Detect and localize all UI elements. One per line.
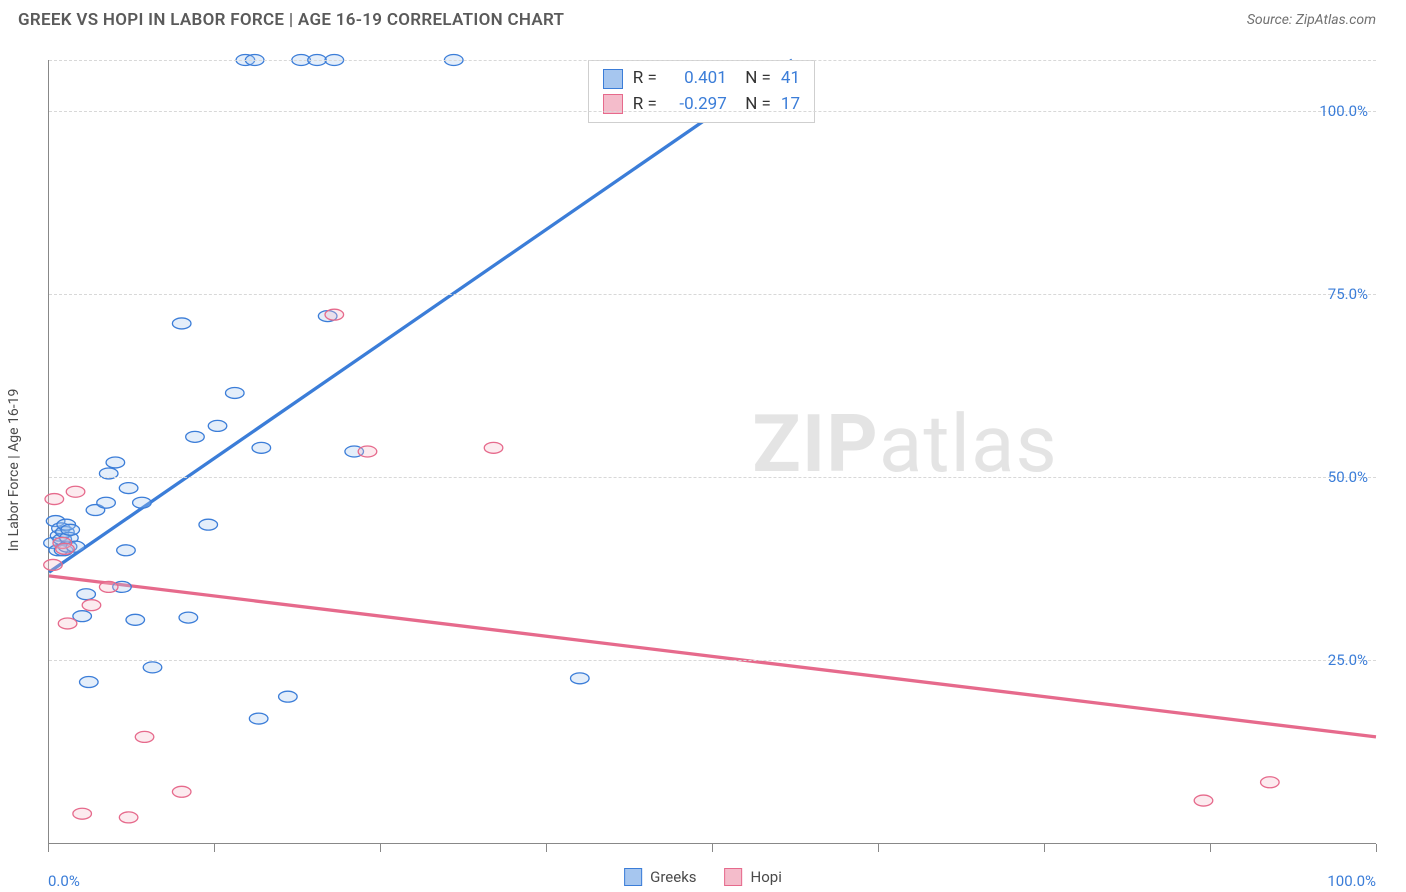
y-axis-label: In Labor Force | Age 16-19 bbox=[6, 389, 22, 552]
point-greeks bbox=[143, 662, 162, 673]
point-hopi bbox=[66, 486, 85, 497]
stats-r-label: R = bbox=[633, 92, 657, 118]
chart-title: GREEK VS HOPI IN LABOR FORCE | AGE 16-19… bbox=[18, 10, 564, 30]
legend-item-greeks: Greeks bbox=[624, 868, 696, 886]
y-tick-label: 75.0% bbox=[1328, 285, 1368, 303]
point-hopi bbox=[119, 812, 138, 823]
point-greeks bbox=[133, 497, 152, 508]
stats-n-label: N = bbox=[737, 66, 771, 92]
point-hopi bbox=[135, 731, 154, 742]
point-hopi bbox=[82, 600, 101, 611]
point-hopi bbox=[58, 618, 77, 629]
legend-item-hopi: Hopi bbox=[725, 868, 782, 886]
point-greeks bbox=[186, 431, 205, 442]
point-hopi bbox=[56, 543, 75, 554]
point-hopi bbox=[358, 446, 377, 457]
stats-r-value: -0.297 bbox=[667, 92, 727, 118]
point-hopi bbox=[1261, 777, 1280, 788]
y-tick-label: 50.0% bbox=[1328, 468, 1368, 486]
point-greeks bbox=[172, 318, 191, 329]
legend: Greeks Hopi bbox=[624, 868, 782, 886]
y-tick-label: 25.0% bbox=[1328, 651, 1368, 669]
stats-row-hopi: R = -0.297 N = 17 bbox=[603, 92, 800, 118]
point-greeks bbox=[126, 614, 145, 625]
gridline-h bbox=[49, 111, 1376, 112]
point-greeks bbox=[97, 497, 116, 508]
point-greeks bbox=[106, 457, 125, 468]
point-greeks bbox=[117, 545, 136, 556]
point-greeks bbox=[252, 442, 271, 453]
gridline-h bbox=[49, 294, 1376, 295]
stats-n-label: N = bbox=[737, 92, 771, 118]
point-greeks bbox=[208, 420, 227, 431]
point-greeks bbox=[77, 589, 96, 600]
correlation-stats-box: R = 0.401 N = 41 R = -0.297 N = 17 bbox=[588, 60, 815, 123]
stats-r-value: 0.401 bbox=[667, 66, 727, 92]
plot-area: ZIPatlas R = 0.401 N = 41 R = -0.297 N =… bbox=[48, 60, 1376, 844]
stats-n-value: 41 bbox=[781, 66, 800, 92]
trend-line-greeks bbox=[49, 60, 792, 572]
point-hopi bbox=[325, 309, 344, 320]
gridline-h bbox=[49, 660, 1376, 661]
point-greeks bbox=[80, 677, 99, 688]
chart-container: In Labor Force | Age 16-19 ZIPatlas R = … bbox=[0, 48, 1406, 892]
x-tick bbox=[546, 844, 547, 852]
legend-swatch bbox=[624, 868, 642, 886]
point-greeks bbox=[225, 387, 244, 398]
point-greeks bbox=[61, 524, 80, 535]
x-tick bbox=[214, 844, 215, 852]
point-hopi bbox=[44, 559, 63, 570]
y-tick-label: 100.0% bbox=[1319, 102, 1368, 120]
point-hopi bbox=[484, 442, 503, 453]
point-hopi bbox=[1194, 795, 1213, 806]
x-tick bbox=[1376, 844, 1377, 852]
stats-row-greeks: R = 0.401 N = 41 bbox=[603, 66, 800, 92]
point-hopi bbox=[73, 808, 92, 819]
x-tick-label: 0.0% bbox=[48, 872, 80, 890]
stats-r-label: R = bbox=[633, 66, 657, 92]
source-name: ZipAtlas.com bbox=[1296, 12, 1376, 28]
plot-svg bbox=[49, 60, 1376, 843]
point-greeks bbox=[279, 691, 298, 702]
point-hopi bbox=[99, 581, 118, 592]
x-tick bbox=[1044, 844, 1045, 852]
x-tick bbox=[48, 844, 49, 852]
point-hopi bbox=[45, 494, 64, 505]
x-tick bbox=[712, 844, 713, 852]
point-hopi bbox=[172, 786, 191, 797]
source-prefix: Source: bbox=[1247, 12, 1296, 28]
point-greeks bbox=[571, 673, 590, 684]
stats-n-value: 17 bbox=[781, 92, 800, 118]
gridline-h bbox=[49, 60, 1376, 61]
point-greeks bbox=[179, 612, 198, 623]
legend-swatch bbox=[725, 868, 743, 886]
legend-label: Hopi bbox=[751, 868, 782, 886]
x-tick bbox=[1210, 844, 1211, 852]
point-greeks bbox=[199, 519, 218, 530]
x-tick-label: 100.0% bbox=[1327, 872, 1376, 890]
stats-swatch bbox=[603, 69, 623, 89]
trend-line-hopi bbox=[49, 576, 1376, 737]
x-tick bbox=[878, 844, 879, 852]
x-tick bbox=[380, 844, 381, 852]
gridline-h bbox=[49, 477, 1376, 478]
point-greeks bbox=[119, 483, 138, 494]
point-greeks bbox=[249, 713, 268, 724]
source-attribution: Source: ZipAtlas.com bbox=[1247, 12, 1376, 28]
legend-label: Greeks bbox=[650, 868, 696, 886]
